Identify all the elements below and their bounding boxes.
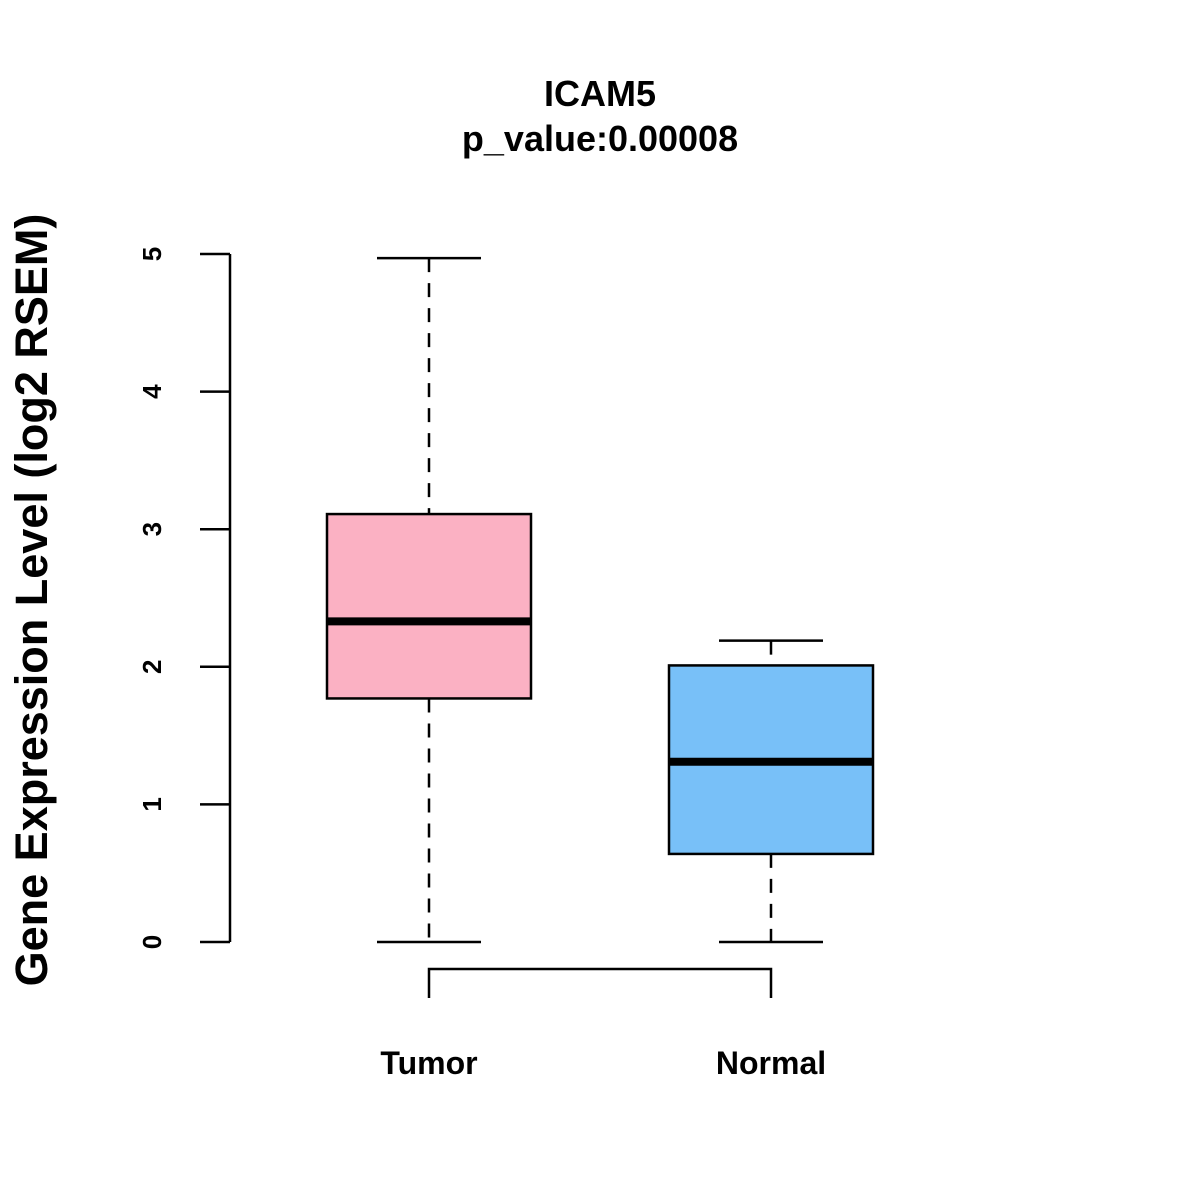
y-axis-label: Gene Expression Level (log2 RSEM) xyxy=(6,214,57,987)
y-tick-label: 1 xyxy=(137,797,167,811)
bracket-line xyxy=(427,967,773,998)
y-tick-label: 4 xyxy=(137,384,167,399)
y-axis: 0 1 2 3 4 5 xyxy=(137,247,232,949)
box-tumor xyxy=(325,256,533,944)
category-labels: Tumor Normal xyxy=(380,1045,826,1081)
chart-title: ICAM5 xyxy=(544,73,656,114)
chart-subtitle: p_value:0.00008 xyxy=(462,118,738,159)
box-normal xyxy=(667,639,875,944)
y-tick-label: 5 xyxy=(137,247,167,261)
comparison-bracket xyxy=(427,967,773,998)
x-category-label: Tumor xyxy=(380,1045,477,1081)
y-tick-label: 0 xyxy=(137,935,167,949)
iqr-box xyxy=(325,512,533,700)
y-tick-label: 2 xyxy=(137,660,167,674)
x-category-label: Normal xyxy=(716,1045,826,1081)
boxes-layer xyxy=(325,256,875,944)
y-tick-label: 3 xyxy=(137,522,167,536)
